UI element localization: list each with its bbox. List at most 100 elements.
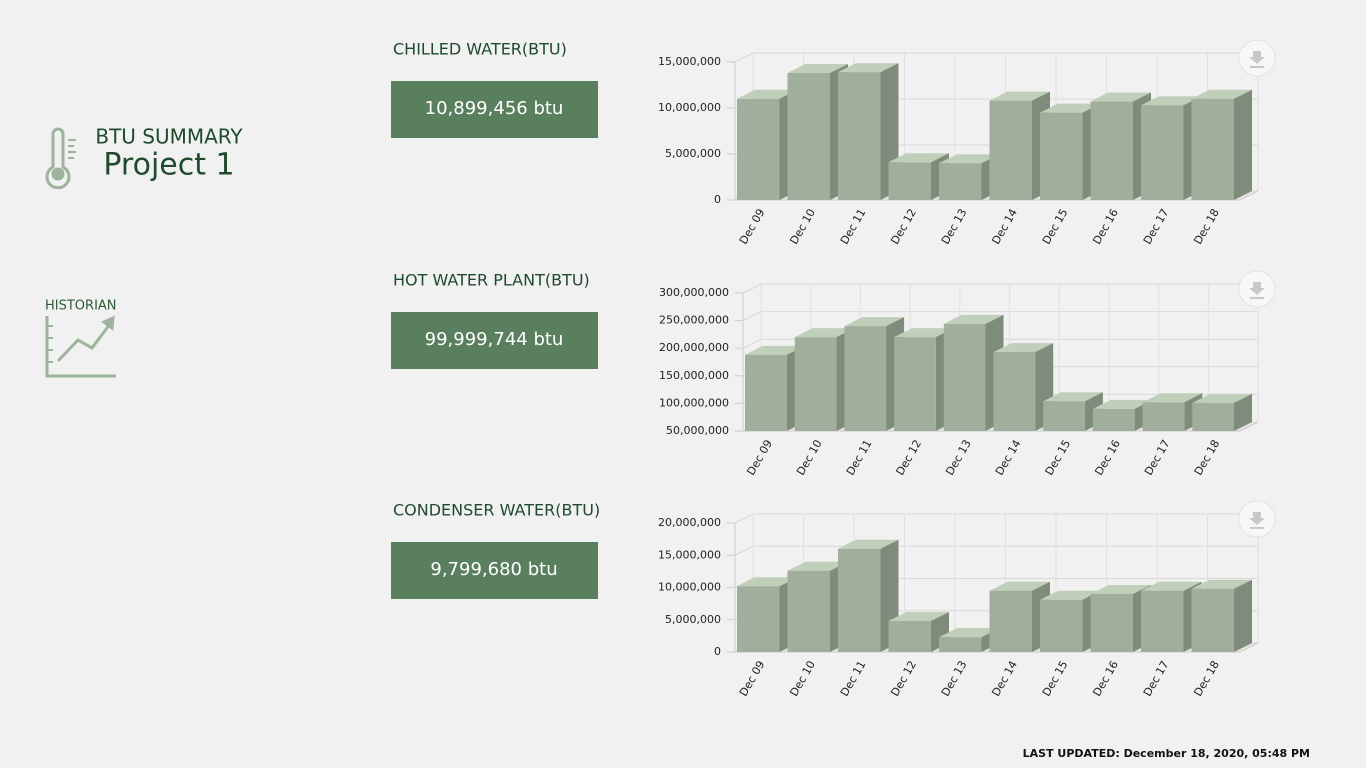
- grid-line-side: [742, 311, 762, 322]
- x-tick-label: Dec 11: [844, 438, 875, 478]
- bar-front: [844, 326, 887, 431]
- x-tick-label: Dec 18: [1192, 438, 1223, 478]
- download-button[interactable]: [1238, 39, 1276, 77]
- y-tick-label: 15,000,000: [658, 548, 721, 561]
- download-icon: [1249, 51, 1265, 68]
- x-tick-label: Dec 15: [1043, 438, 1074, 478]
- bar-front: [943, 323, 986, 431]
- bar-top: [1192, 393, 1252, 403]
- bar-top: [1040, 103, 1101, 113]
- x-tick-label: Dec 12: [888, 659, 919, 699]
- x-tick-label: Dec 16: [1090, 659, 1121, 699]
- y-tick-label: 100,000,000: [659, 396, 729, 409]
- bar-top: [838, 539, 899, 549]
- bar-front: [737, 586, 780, 652]
- bar-front: [1090, 101, 1133, 200]
- bar-front: [1192, 402, 1234, 431]
- download-icon: [1249, 512, 1265, 529]
- last-updated: LAST UPDATED: December 18, 2020, 05:48 P…: [1023, 747, 1310, 760]
- project-name: Project 1: [103, 148, 234, 183]
- grid-line-side: [742, 338, 762, 349]
- thermometer-icon: [45, 127, 76, 190]
- historian-link[interactable]: HISTORIAN: [45, 299, 117, 314]
- y-tick-label: 200,000,000: [659, 341, 729, 354]
- total-card: [391, 312, 598, 369]
- bar-top: [1142, 393, 1203, 403]
- total-card: [391, 542, 598, 599]
- bar: [1192, 393, 1252, 431]
- x-tick-label: Dec 10: [794, 438, 825, 478]
- y-tick-label: 5,000,000: [665, 147, 721, 160]
- grid-line-side: [734, 513, 754, 524]
- historian-icon[interactable]: [45, 315, 116, 378]
- bar-top: [1090, 584, 1151, 594]
- x-tick-label: Dec 17: [1142, 438, 1173, 478]
- y-tick-label: 10,000,000: [658, 581, 721, 594]
- summary-title: BTU SUMMARY: [95, 125, 243, 149]
- download-button[interactable]: [1238, 500, 1276, 538]
- bar-top: [794, 328, 855, 338]
- bar-front: [993, 352, 1036, 431]
- bar-top: [894, 328, 954, 338]
- bar: [1142, 393, 1203, 431]
- bar-top: [888, 153, 949, 163]
- total-card: [391, 81, 598, 138]
- bar-front: [1141, 105, 1184, 200]
- x-tick-label: Dec 13: [939, 207, 970, 247]
- bar-top: [1090, 92, 1151, 102]
- bar-top: [888, 612, 949, 622]
- bar-front: [989, 100, 1032, 200]
- bar-front: [888, 621, 931, 652]
- bar-top: [943, 314, 1004, 324]
- y-tick-label: 150,000,000: [659, 369, 729, 382]
- x-tick-label: Dec 09: [737, 659, 768, 699]
- bar-front: [1191, 98, 1234, 200]
- download-button[interactable]: [1238, 270, 1276, 308]
- y-tick-label: 10,000,000: [658, 101, 721, 114]
- bar: [989, 91, 1050, 200]
- bar-side: [1234, 89, 1252, 200]
- bar-top: [989, 581, 1050, 591]
- x-tick-label: Dec 16: [1092, 438, 1123, 478]
- x-tick-label: Dec 12: [888, 207, 919, 247]
- bar-top: [1191, 89, 1252, 99]
- bar-front: [838, 548, 881, 652]
- bar-top: [838, 63, 899, 73]
- bar-top: [844, 317, 905, 327]
- bar: [939, 628, 1000, 652]
- panel-title: CONDENSER WATER(BTU): [393, 501, 600, 520]
- x-tick-label: Dec 16: [1090, 207, 1121, 247]
- bar-front: [838, 72, 881, 200]
- bar-side: [1234, 579, 1252, 652]
- grid-line-side: [742, 283, 762, 294]
- bar-front: [939, 637, 982, 652]
- x-tick-label: Dec 12: [893, 438, 924, 478]
- bar: [993, 343, 1054, 431]
- grid-line-side: [734, 52, 754, 63]
- grid-line-side: [734, 545, 754, 556]
- bar-top: [787, 561, 848, 571]
- bar-top: [1043, 392, 1103, 402]
- bar-top: [939, 628, 1000, 638]
- x-tick-label: Dec 18: [1191, 659, 1222, 699]
- bar-front: [1040, 112, 1083, 200]
- x-tick-label: Dec 09: [744, 438, 775, 478]
- bar-top: [745, 345, 805, 355]
- bar-front: [1040, 599, 1083, 652]
- panel-title: HOT WATER PLANT(BTU): [393, 271, 590, 290]
- total-value: 10,899,456 btu: [425, 98, 564, 119]
- bar-top: [993, 343, 1054, 353]
- bar-top: [989, 91, 1050, 101]
- x-tick-label: Dec 18: [1191, 207, 1222, 247]
- bar-front: [787, 73, 830, 200]
- bar-front: [1142, 402, 1185, 431]
- bar-top: [1141, 581, 1202, 591]
- panel-title: CHILLED WATER(BTU): [393, 40, 567, 59]
- y-tick-label: 0: [714, 645, 721, 658]
- bar-front: [888, 162, 931, 200]
- bar-front: [745, 354, 787, 431]
- bar-top: [737, 89, 798, 99]
- y-tick-label: 5,000,000: [665, 613, 721, 626]
